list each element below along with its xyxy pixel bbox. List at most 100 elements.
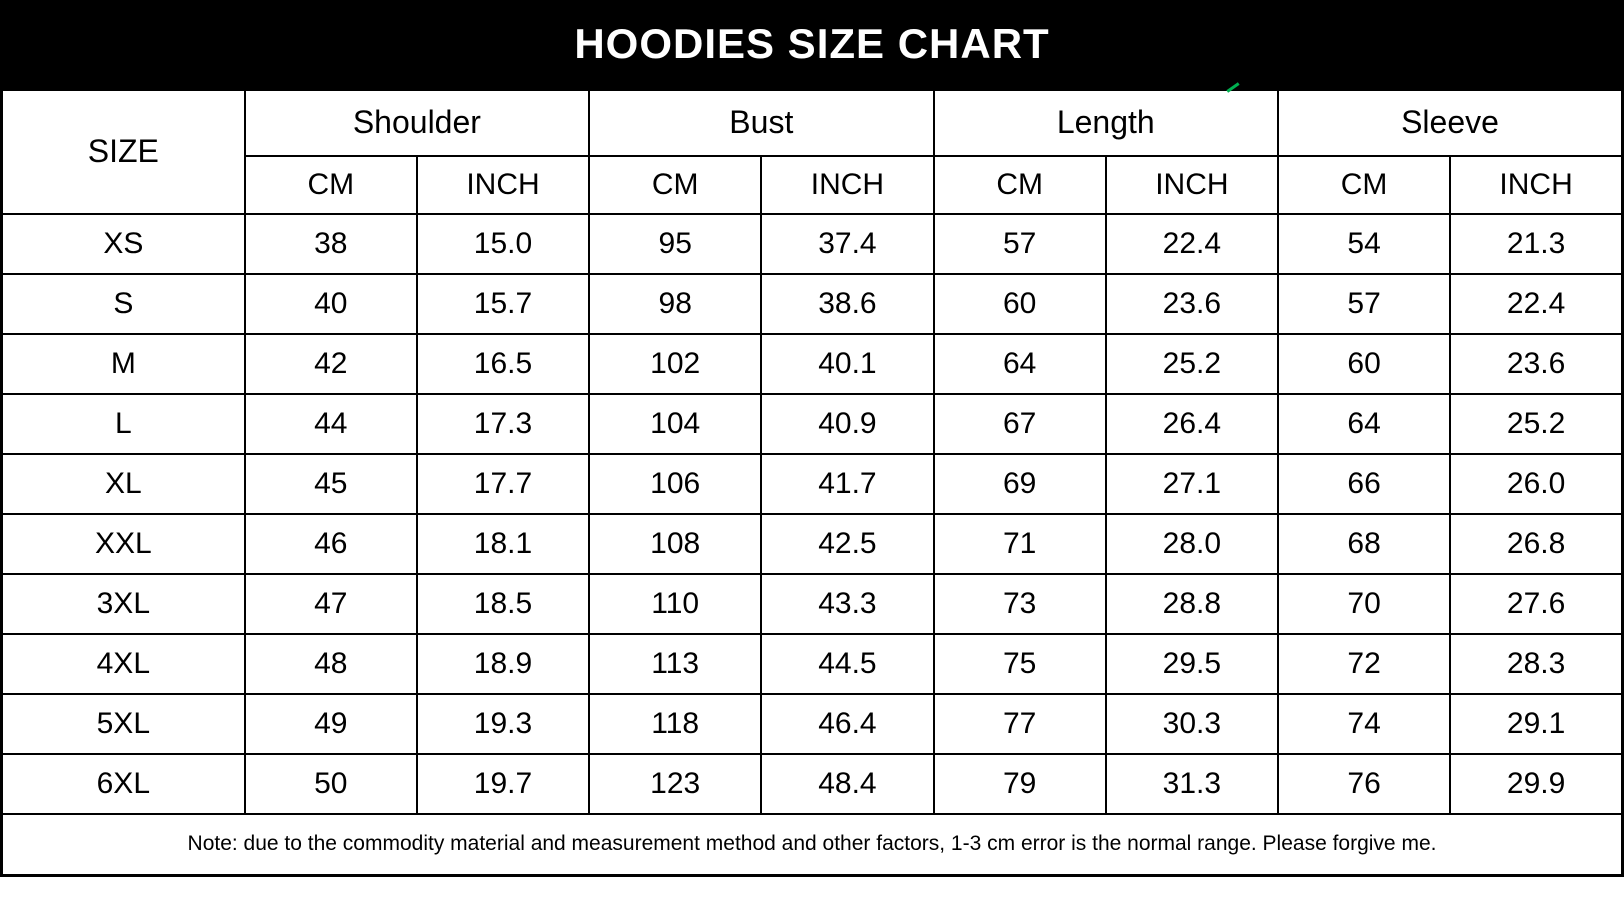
inch-value-cell: 46.4 — [760, 692, 935, 755]
table-row: 5XL 49 19.3 118 46.4 77 30.3 74 29.1 — [0, 692, 1624, 755]
inch-value-cell: 23.6 — [1449, 332, 1624, 395]
cm-value-cell: 113 — [588, 632, 763, 695]
cm-value-cell: 64 — [932, 332, 1107, 395]
cm-value-cell: 57 — [1276, 272, 1452, 335]
inch-value-cell: 29.5 — [1104, 632, 1279, 695]
inch-value-cell: 37.4 — [760, 212, 935, 275]
cm-value-cell: 72 — [1276, 632, 1452, 695]
table-row: S 40 15.7 98 38.6 60 23.6 57 22.4 — [0, 272, 1624, 335]
cm-value-cell: 104 — [588, 392, 763, 455]
cm-value-cell: 44 — [243, 392, 418, 455]
cm-value-cell: 98 — [588, 272, 763, 335]
cm-value-cell: 75 — [932, 632, 1107, 695]
inch-value-cell: 25.2 — [1104, 332, 1279, 395]
inch-value-cell: 23.6 — [1104, 272, 1279, 335]
inch-value-cell: 19.3 — [415, 692, 591, 755]
inch-value-cell: 28.8 — [1104, 572, 1279, 635]
table-row: XS 38 15.0 95 37.4 57 22.4 54 21.3 — [0, 212, 1624, 275]
inch-value-cell: 17.3 — [415, 392, 591, 455]
size-chart-table: SIZE Shoulder Bust Length Sleeve CM INCH… — [0, 88, 1624, 877]
cm-value-cell: 76 — [1276, 752, 1452, 815]
cm-value-cell: 106 — [588, 452, 763, 515]
inch-value-cell: 48.4 — [760, 752, 935, 815]
inch-value-cell: 44.5 — [760, 632, 935, 695]
inch-value-cell: 18.5 — [415, 572, 591, 635]
group-header-row: SIZE Shoulder Bust Length Sleeve — [0, 88, 1624, 215]
cm-value-cell: 48 — [243, 632, 418, 695]
chart-title-bar: HOODIES SIZE CHART — [0, 0, 1624, 88]
cm-value-cell: 102 — [588, 332, 763, 395]
size-cell: M — [0, 332, 246, 395]
cm-value-cell: 45 — [243, 452, 418, 515]
cm-value-cell: 66 — [1276, 452, 1452, 515]
inch-value-cell: 15.7 — [415, 272, 591, 335]
inch-value-cell: 22.4 — [1104, 212, 1279, 275]
cm-value-cell: 42 — [243, 332, 418, 395]
cm-value-cell: 69 — [932, 452, 1107, 515]
table-row: 6XL 50 19.7 123 48.4 79 31.3 76 29.9 — [0, 752, 1624, 815]
unit-header-sleeve-cm: CM — [1276, 154, 1452, 215]
inch-value-cell: 27.1 — [1104, 452, 1279, 515]
inch-value-cell: 16.5 — [415, 332, 591, 395]
unit-header-sleeve-inch: INCH — [1449, 154, 1624, 215]
inch-value-cell: 26.8 — [1449, 512, 1624, 575]
inch-value-cell: 42.5 — [760, 512, 935, 575]
unit-header-bust-inch: INCH — [760, 154, 935, 215]
inch-value-cell: 38.6 — [760, 272, 935, 335]
cm-value-cell: 118 — [588, 692, 763, 755]
inch-value-cell: 21.3 — [1449, 212, 1624, 275]
size-cell: S — [0, 272, 246, 335]
inch-value-cell: 29.9 — [1449, 752, 1624, 815]
inch-value-cell: 28.0 — [1104, 512, 1279, 575]
inch-value-cell: 19.7 — [415, 752, 591, 815]
group-header-sleeve: Sleeve — [1276, 88, 1624, 157]
size-cell: L — [0, 392, 246, 455]
cm-value-cell: 110 — [588, 572, 763, 635]
inch-value-cell: 26.0 — [1449, 452, 1624, 515]
size-cell: 4XL — [0, 632, 246, 695]
size-cell: 3XL — [0, 572, 246, 635]
group-header-length: Length — [932, 88, 1279, 157]
cm-value-cell: 46 — [243, 512, 418, 575]
cm-value-cell: 64 — [1276, 392, 1452, 455]
table-row: XL 45 17.7 106 41.7 69 27.1 66 26.0 — [0, 452, 1624, 515]
cm-value-cell: 79 — [932, 752, 1107, 815]
unit-header-shoulder-inch: INCH — [415, 154, 591, 215]
cm-value-cell: 74 — [1276, 692, 1452, 755]
table-row: 4XL 48 18.9 113 44.5 75 29.5 72 28.3 — [0, 632, 1624, 695]
cm-value-cell: 50 — [243, 752, 418, 815]
size-table-body: XS 38 15.0 95 37.4 57 22.4 54 21.3 S 40 15.7 98 38.6 6… — [0, 212, 1624, 815]
size-cell: 5XL — [0, 692, 246, 755]
size-cell: 6XL — [0, 752, 246, 815]
table-row: L 44 17.3 104 40.9 67 26.4 64 25.2 — [0, 392, 1624, 455]
cm-value-cell: 108 — [588, 512, 763, 575]
note-text: Note: due to the commodity material and … — [0, 812, 1624, 877]
inch-value-cell: 29.1 — [1449, 692, 1624, 755]
inch-value-cell: 17.7 — [415, 452, 591, 515]
chart-title: HOODIES SIZE CHART — [574, 20, 1050, 67]
cm-value-cell: 77 — [932, 692, 1107, 755]
cm-value-cell: 60 — [932, 272, 1107, 335]
unit-header-shoulder-cm: CM — [243, 154, 418, 215]
table-row: 3XL 47 18.5 110 43.3 73 28.8 70 27.6 — [0, 572, 1624, 635]
inch-value-cell: 43.3 — [760, 572, 935, 635]
cm-value-cell: 40 — [243, 272, 418, 335]
group-header-shoulder: Shoulder — [243, 88, 591, 157]
table-row: M 42 16.5 102 40.1 64 25.2 60 23.6 — [0, 332, 1624, 395]
inch-value-cell: 15.0 — [415, 212, 591, 275]
inch-value-cell: 41.7 — [760, 452, 935, 515]
unit-header-bust-cm: CM — [588, 154, 763, 215]
cm-value-cell: 60 — [1276, 332, 1452, 395]
inch-value-cell: 27.6 — [1449, 572, 1624, 635]
note-row: Note: due to the commodity material and … — [0, 812, 1624, 877]
size-cell: XXL — [0, 512, 246, 575]
cm-value-cell: 54 — [1276, 212, 1452, 275]
cm-value-cell: 57 — [932, 212, 1107, 275]
unit-header-length-cm: CM — [932, 154, 1107, 215]
size-cell: XS — [0, 212, 246, 275]
size-cell: XL — [0, 452, 246, 515]
inch-value-cell: 31.3 — [1104, 752, 1279, 815]
group-header-bust: Bust — [588, 88, 935, 157]
unit-header-row: CM INCH CM INCH CM INCH CM INCH — [2, 154, 1624, 215]
